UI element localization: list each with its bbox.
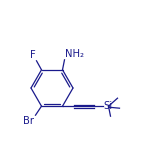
Text: Br: Br — [24, 116, 35, 126]
Text: Si: Si — [104, 101, 113, 111]
Text: F: F — [30, 50, 36, 60]
Text: NH₂: NH₂ — [65, 49, 84, 59]
